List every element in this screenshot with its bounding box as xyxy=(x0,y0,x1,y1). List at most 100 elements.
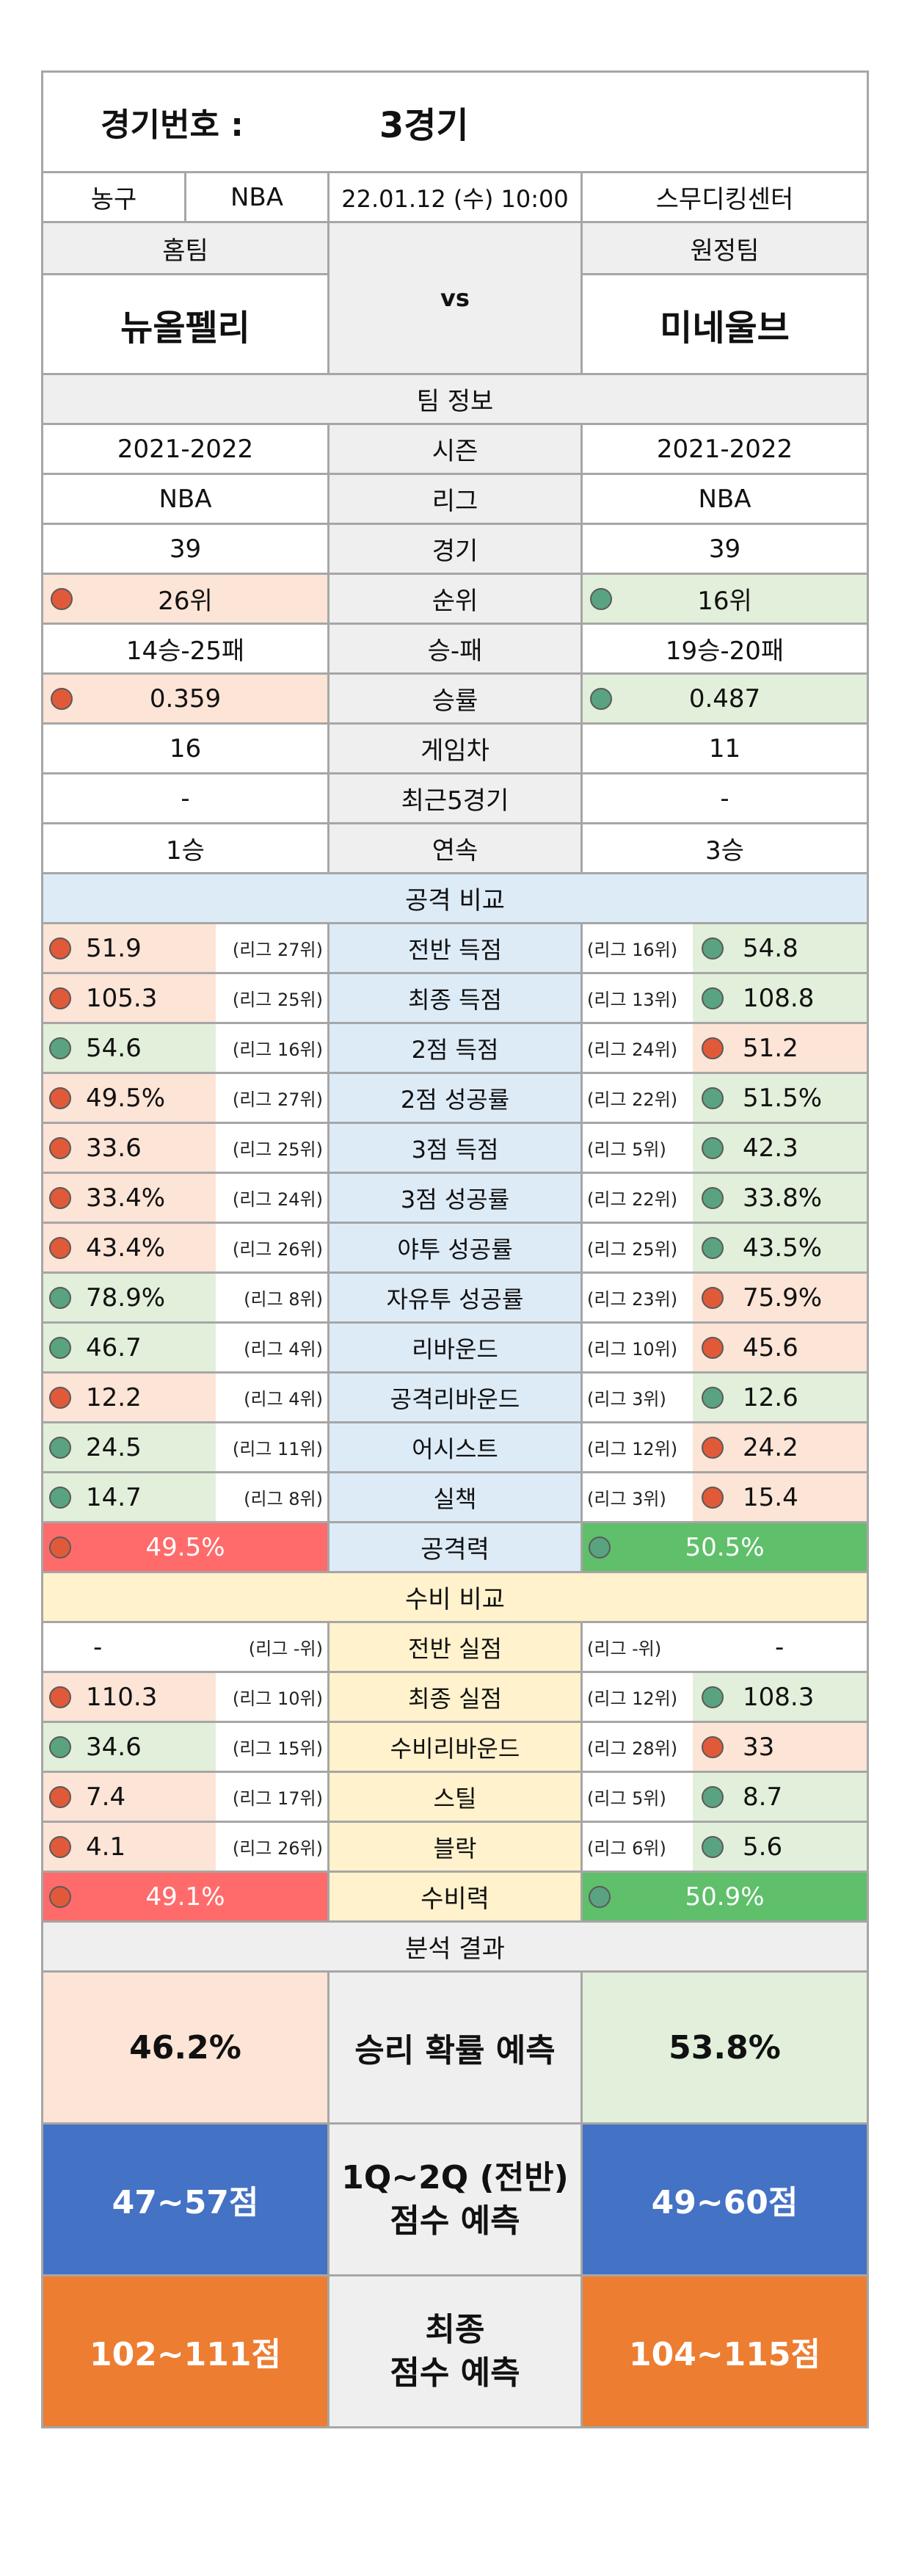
offense-away-cell: (리그 12위) 24.2 xyxy=(583,1423,867,1471)
defense-away-cell: (리그 6위) 5.6 xyxy=(583,1823,867,1871)
offense-row: 78.9% (리그 8위) 자유투 성공률 (리그 23위) 75.9% xyxy=(41,1274,869,1324)
offense-home-rank: (리그 4위) xyxy=(216,1374,327,1421)
defense-row: 7.4 (리그 17위) 스틸 (리그 5위) 8.7 xyxy=(41,1773,869,1823)
defense-away-value-box: 33 xyxy=(693,1723,867,1771)
offense-label: 2점 득점 xyxy=(330,1024,583,1072)
status-dot-icon xyxy=(702,1835,724,1858)
offense-away-cell: (리그 3위) 15.4 xyxy=(583,1473,867,1521)
status-dot-icon xyxy=(702,1785,724,1808)
home-offense-power: 49.5% xyxy=(145,1532,225,1562)
offense-home-cell: 105.3 (리그 25위) xyxy=(43,974,330,1022)
defense-home-value: 110.3 xyxy=(86,1682,158,1712)
defense-away-value-box: 8.7 xyxy=(693,1773,867,1821)
team-info-label: 연속 xyxy=(432,836,478,866)
offense-home-rank: (리그 26위) xyxy=(216,1224,327,1271)
team-info-away: 2021-2022 xyxy=(656,434,793,464)
status-dot-icon xyxy=(702,1136,724,1159)
defense-label: 수비리바운드 xyxy=(330,1723,583,1771)
team-info-row: 2021-2022 시즌 2021-2022 xyxy=(41,425,869,475)
status-dot-icon xyxy=(49,987,71,1009)
offense-home-cell: 43.4% (리그 26위) xyxy=(43,1224,330,1271)
team-info-away-cell: 19승-20패 xyxy=(583,625,867,672)
game-number-value: 3경기 xyxy=(379,105,469,146)
team-info-home: NBA xyxy=(159,484,212,514)
offense-away-cell: (리그 25위) 43.5% xyxy=(583,1224,867,1271)
offense-home-cell: 14.7 (리그 8위) xyxy=(43,1473,330,1521)
offense-away-value-box: 12.6 xyxy=(693,1374,867,1421)
vs-label: vs xyxy=(330,223,583,373)
offense-home-rank: (리그 11위) xyxy=(216,1423,327,1471)
offense-away-value-box: 15.4 xyxy=(693,1473,867,1521)
home-label: 홈팀 xyxy=(43,223,327,275)
away-half-score: 49~60점 xyxy=(583,2125,867,2274)
team-info-row: 14승-25패 승-패 19승-20패 xyxy=(41,625,869,675)
status-dot-icon xyxy=(589,1536,611,1559)
team-info-label: 최근5경기 xyxy=(401,786,509,816)
defense-home-value: 4.1 xyxy=(86,1832,126,1862)
offense-home-cell: 54.6 (리그 16위) xyxy=(43,1024,330,1072)
offense-away-rank: (리그 13위) xyxy=(583,974,693,1022)
team-info-row: - 최근5경기 - xyxy=(41,774,869,824)
final-score-label-1: 최종 xyxy=(425,2310,485,2348)
offense-home-value: 33.6 xyxy=(86,1133,142,1163)
defense-row: 110.3 (리그 10위) 최종 실점 (리그 12위) 108.3 xyxy=(41,1673,869,1723)
status-dot-icon xyxy=(590,687,612,710)
defense-power-row: 49.1% 수비력 50.9% xyxy=(41,1873,869,1923)
offense-home-rank: (리그 25위) xyxy=(216,974,327,1022)
team-info-home-cell: 16 xyxy=(43,725,330,772)
offense-away-value-box: 54.8 xyxy=(693,924,867,972)
offense-away-value: 15.4 xyxy=(743,1482,798,1512)
defense-away-value-box: 5.6 xyxy=(693,1823,867,1871)
offense-away-value: 51.2 xyxy=(743,1033,798,1063)
team-info-away: NBA xyxy=(698,484,751,514)
away-defense-power: 50.9% xyxy=(685,1882,765,1912)
defense-away-rank: (리그 6위) xyxy=(583,1823,693,1871)
offense-row: 46.7 (리그 4위) 리바운드 (리그 10위) 45.6 xyxy=(41,1324,869,1374)
defense-away-cell: (리그 5위) 8.7 xyxy=(583,1773,867,1821)
offense-home-rank: (리그 8위) xyxy=(216,1473,327,1521)
offense-home-value: 12.2 xyxy=(86,1382,142,1412)
offense-home-rank: (리그 16위) xyxy=(216,1024,327,1072)
offense-away-value: 108.8 xyxy=(743,983,815,1013)
home-win-probability: 46.2% xyxy=(43,1973,330,2122)
team-info-away-cell: - xyxy=(583,774,867,822)
defense-away-value-box: 108.3 xyxy=(693,1673,867,1721)
team-info-label: 게임차 xyxy=(421,736,489,766)
half-score-row: 47~57점 1Q~2Q (전반) 점수 예측 49~60점 xyxy=(41,2125,869,2276)
status-dot-icon xyxy=(590,587,612,610)
status-dot-icon xyxy=(49,1885,71,1908)
offense-row: 33.6 (리그 25위) 3점 득점 (리그 5위) 42.3 xyxy=(41,1124,869,1174)
status-dot-icon xyxy=(49,1236,71,1259)
offense-home-value: 51.9 xyxy=(86,933,142,963)
home-half-score: 47~57점 xyxy=(43,2125,330,2274)
team-info-label: 승-패 xyxy=(427,636,483,666)
team-info-label-cell: 경기 xyxy=(330,525,583,573)
defense-away-cell: (리그 12위) 108.3 xyxy=(583,1673,867,1721)
defense-home-rank: (리그 26위) xyxy=(216,1823,327,1871)
team-info-label: 경기 xyxy=(432,537,478,566)
half-score-label-1: 1Q~2Q (전반) xyxy=(341,2158,569,2196)
defense-home-cell: 34.6 (리그 15위) xyxy=(43,1723,330,1771)
defense-away-rank: (리그 28위) xyxy=(583,1723,693,1771)
offense-away-value-box: 51.2 xyxy=(693,1024,867,1072)
offense-away-rank: (리그 16위) xyxy=(583,924,693,972)
team-info-home-cell: 1승 xyxy=(43,824,330,872)
offense-power-label: 공격력 xyxy=(330,1523,583,1571)
teams-row: 홈팀 뉴올펠리 vs 원정팀 미네울브 xyxy=(41,223,869,375)
team-info-away-cell: 39 xyxy=(583,525,867,573)
defense-away-rank: (리그 12위) xyxy=(583,1673,693,1721)
defense-home-value: 7.4 xyxy=(86,1782,126,1812)
team-info-home-cell: 39 xyxy=(43,525,330,573)
offense-row: 14.7 (리그 8위) 실책 (리그 3위) 15.4 xyxy=(41,1473,869,1523)
team-info-title-row: 팀 정보 xyxy=(41,375,869,425)
status-dot-icon xyxy=(702,1686,724,1708)
offense-away-cell: (리그 24위) 51.2 xyxy=(583,1024,867,1072)
offense-home-cell: 12.2 (리그 4위) xyxy=(43,1374,330,1421)
offense-row: 24.5 (리그 11위) 어시스트 (리그 12위) 24.2 xyxy=(41,1423,869,1473)
status-dot-icon xyxy=(702,1086,724,1109)
offense-away-value-box: 33.8% xyxy=(693,1174,867,1222)
defense-row: - (리그 -위) 전반 실점 (리그 -위) - xyxy=(41,1623,869,1673)
offense-away-value-box: 42.3 xyxy=(693,1124,867,1172)
team-info-row: 1승 연속 3승 xyxy=(41,824,869,874)
offense-away-rank: (리그 25위) xyxy=(583,1224,693,1271)
